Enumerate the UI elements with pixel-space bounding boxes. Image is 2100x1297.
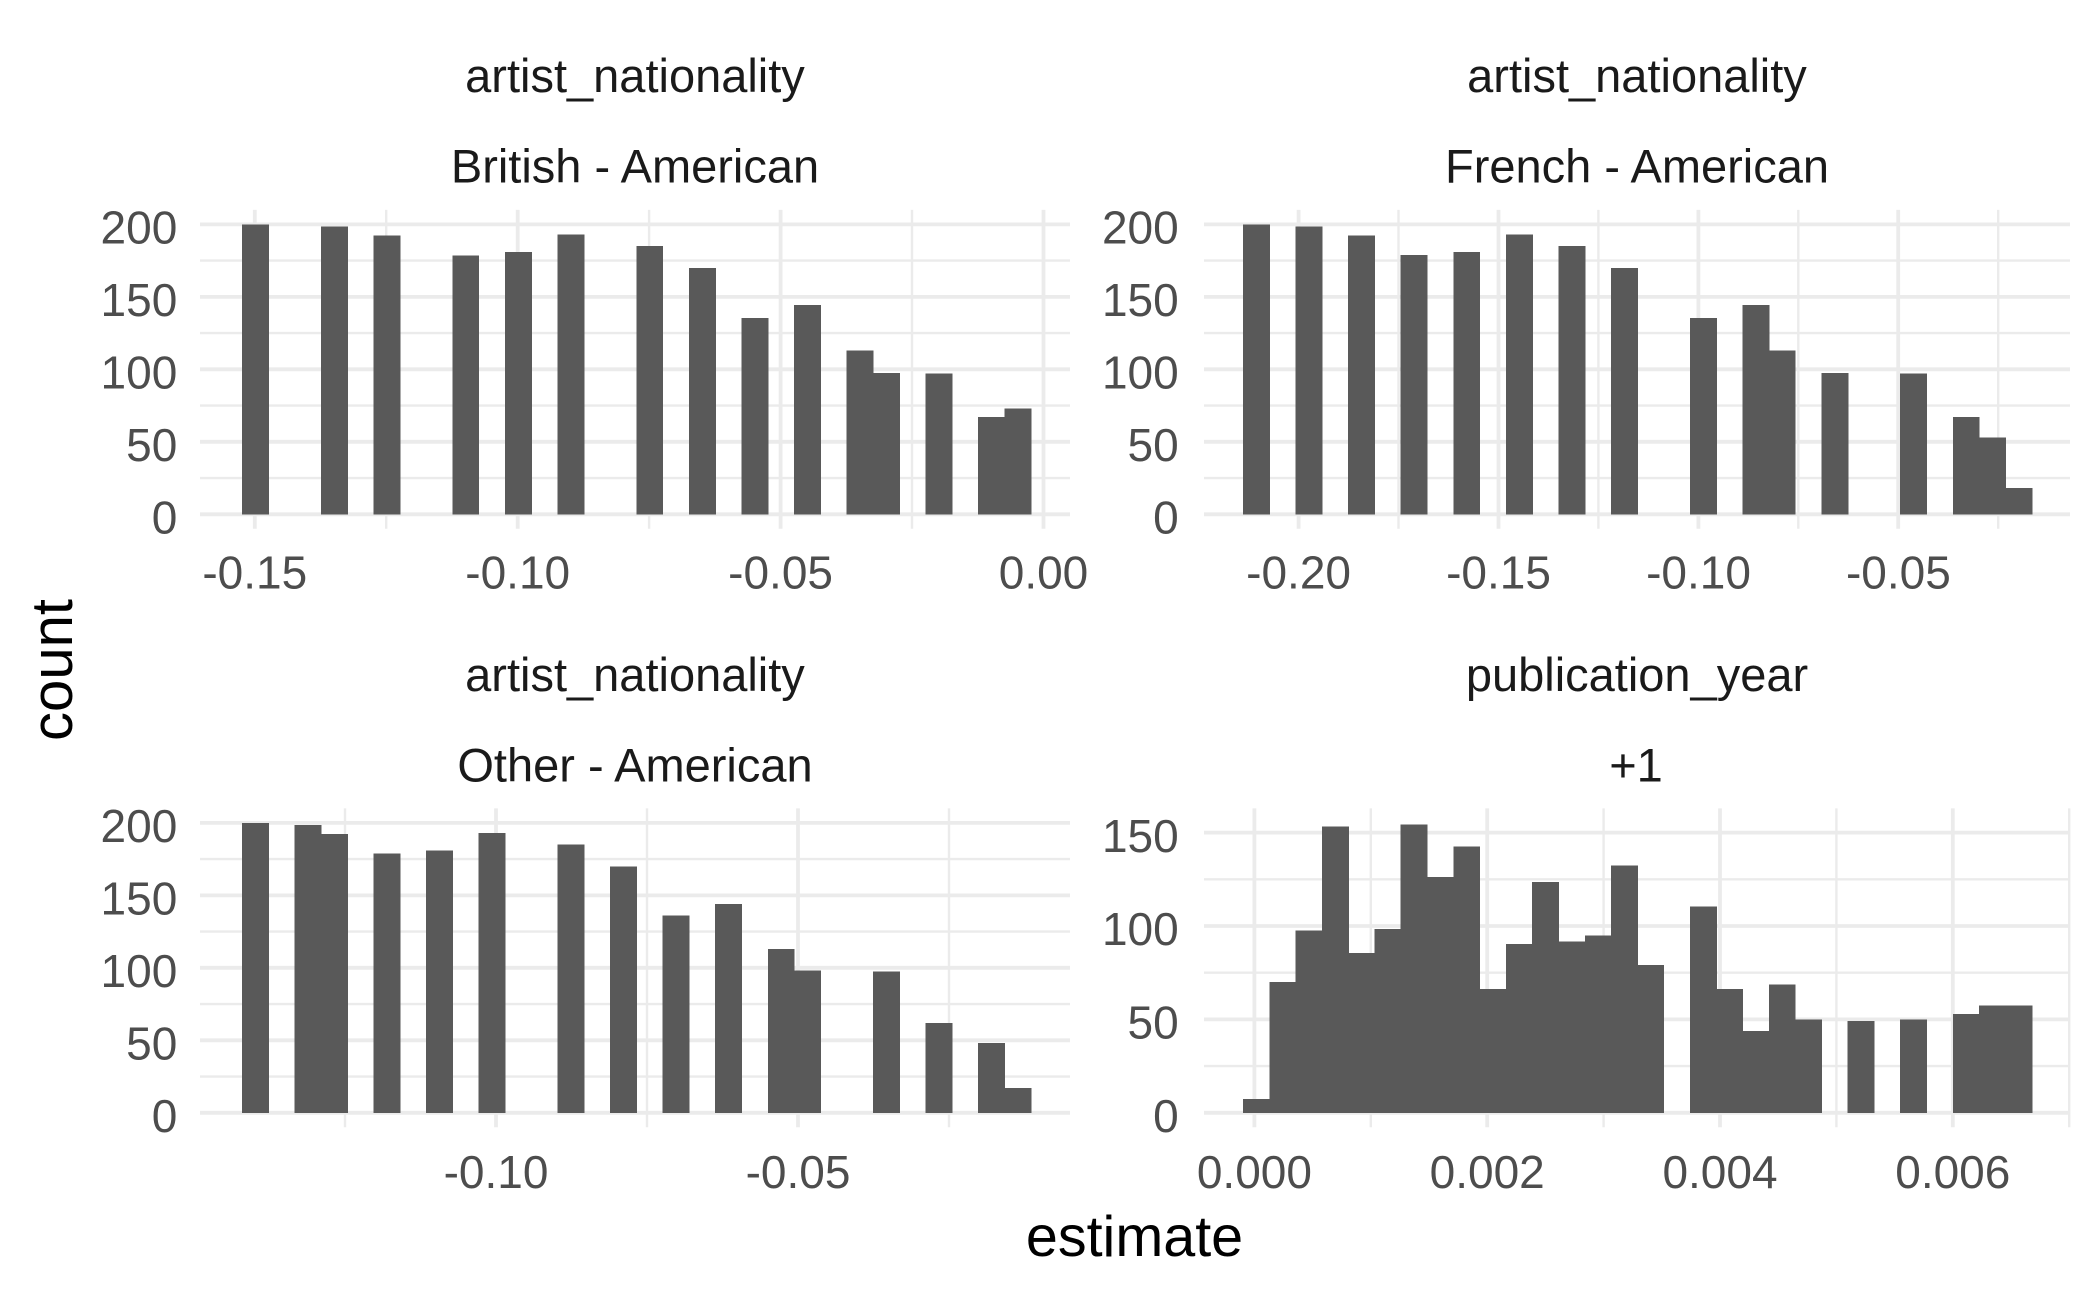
- svg-text:150: 150: [101, 873, 178, 925]
- svg-text:50: 50: [126, 419, 177, 471]
- svg-text:50: 50: [1128, 997, 1179, 1049]
- svg-text:100: 100: [1102, 903, 1179, 955]
- svg-text:British - American: British - American: [451, 139, 819, 192]
- svg-text:200: 200: [101, 800, 178, 852]
- svg-text:+1: +1: [1609, 738, 1663, 791]
- svg-text:publication_year: publication_year: [1466, 648, 1808, 701]
- svg-text:-0.15: -0.15: [1446, 546, 1551, 598]
- svg-text:100: 100: [1102, 347, 1179, 399]
- svg-text:-0.10: -0.10: [465, 546, 570, 598]
- svg-text:100: 100: [101, 347, 178, 399]
- svg-text:0.002: 0.002: [1430, 1146, 1545, 1198]
- svg-text:-0.05: -0.05: [1846, 546, 1951, 598]
- svg-text:-0.10: -0.10: [1646, 546, 1751, 598]
- svg-text:200: 200: [1102, 202, 1179, 254]
- svg-text:0.000: 0.000: [1197, 1146, 1312, 1198]
- svg-text:0: 0: [152, 1090, 178, 1142]
- svg-text:0: 0: [1153, 1090, 1179, 1142]
- svg-text:50: 50: [126, 1018, 177, 1070]
- svg-text:-0.05: -0.05: [746, 1146, 851, 1198]
- svg-text:0.006: 0.006: [1895, 1146, 2010, 1198]
- svg-text:estimate: estimate: [1026, 1205, 1243, 1269]
- svg-text:count: count: [20, 599, 85, 741]
- svg-text:100: 100: [101, 945, 178, 997]
- svg-text:artist_nationality: artist_nationality: [465, 49, 805, 102]
- svg-text:French - American: French - American: [1445, 139, 1829, 192]
- svg-text:50: 50: [1128, 419, 1179, 471]
- svg-text:0: 0: [152, 492, 178, 544]
- svg-text:150: 150: [1102, 274, 1179, 326]
- svg-text:150: 150: [1102, 810, 1179, 862]
- svg-text:0: 0: [1153, 492, 1179, 544]
- svg-text:Other - American: Other - American: [457, 738, 812, 791]
- svg-text:-0.20: -0.20: [1246, 546, 1351, 598]
- svg-text:0.004: 0.004: [1662, 1146, 1777, 1198]
- svg-text:artist_nationality: artist_nationality: [1467, 49, 1807, 102]
- svg-text:150: 150: [101, 274, 178, 326]
- svg-text:-0.05: -0.05: [728, 546, 833, 598]
- svg-text:0.00: 0.00: [999, 546, 1089, 598]
- svg-text:-0.10: -0.10: [444, 1146, 549, 1198]
- svg-text:-0.15: -0.15: [202, 546, 307, 598]
- svg-text:200: 200: [101, 202, 178, 254]
- svg-text:artist_nationality: artist_nationality: [465, 648, 805, 701]
